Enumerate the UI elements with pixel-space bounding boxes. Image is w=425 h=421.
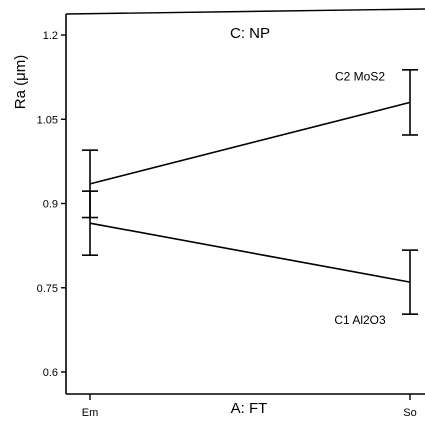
- series-label: C2 MoS2: [335, 69, 385, 83]
- y-tick-label: 0.75: [37, 283, 58, 295]
- series-line: [89, 101, 411, 185]
- y-axis-label: Ra (μm): [12, 55, 29, 109]
- axes: [65, 8, 425, 395]
- top-frame-line: [65, 8, 425, 15]
- series-line: [89, 222, 411, 283]
- y-tick-label: 0.6: [43, 367, 58, 379]
- y-tick-label: 0.9: [43, 199, 58, 211]
- y-ticks: 0.6 0.75 0.9 1.05 1.2: [37, 30, 66, 379]
- y-tick-label: 1.2: [43, 30, 58, 42]
- x-axis-label: A: FT: [231, 400, 268, 417]
- series-label: C1 Al2O3: [334, 313, 386, 327]
- x-tick-label: So: [403, 407, 416, 419]
- series-layer: C2 MoS2 C1 Al2O3: [82, 69, 418, 327]
- y-tick-label: 1.05: [37, 114, 58, 126]
- chart-title: C: NP: [230, 25, 270, 42]
- x-tick-label: Em: [82, 407, 99, 419]
- x-ticks: Em So: [82, 394, 417, 419]
